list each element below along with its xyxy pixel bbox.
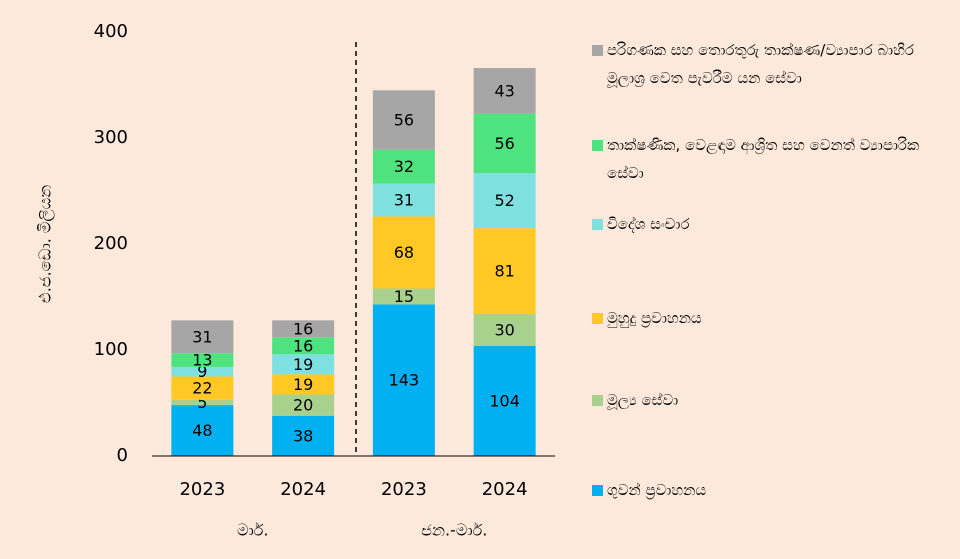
bar-segment: [171, 320, 234, 354]
bar-segment: [372, 304, 435, 456]
legend-label: පරිගණක සහ තොරතුරු තාක්ෂණ/ව්‍යාපාර බාහිර …: [607, 41, 914, 87]
y-tick-label: 400: [94, 21, 128, 42]
legend-item: තාක්ෂණික, වෙළඳාම ආශ්‍රිත සහ වෙනත් ව්‍යාප…: [592, 131, 942, 187]
data-label: 143: [389, 371, 420, 390]
legend-item: මූල්‍ය සේවා: [592, 386, 942, 414]
y-tick-label: 300: [94, 127, 128, 148]
bar-segment: [473, 172, 536, 229]
data-label: 19: [293, 375, 313, 394]
data-label: 68: [394, 243, 414, 262]
bar-segment: [473, 345, 536, 456]
data-label: 5: [197, 393, 207, 412]
data-label: 56: [394, 110, 414, 129]
legend-swatch: [592, 313, 603, 324]
y-axis-label: එ.ජ.ඩො. මිලියන: [36, 185, 56, 303]
bar-segment: [272, 320, 335, 338]
data-label: 81: [494, 262, 514, 281]
legend-item: විදේශ සංචාර: [592, 210, 942, 238]
bar-segment: [473, 68, 536, 114]
data-label: 56: [494, 134, 514, 153]
legend-item: ගුවන් ප්‍රවාහනය: [592, 476, 942, 504]
x-tick-label: 2024: [280, 479, 326, 500]
bar-segment: [171, 366, 234, 377]
legend-label: විදේශ සංචාර: [607, 215, 690, 233]
data-label: 20: [293, 396, 313, 415]
legend-label: ගුවන් ප්‍රවාහනය: [607, 481, 707, 499]
legend-item: පරිගණක සහ තොරතුරු තාක්ෂණ/ව්‍යාපාර බාහිර …: [592, 36, 942, 92]
bar-segment: [272, 354, 335, 375]
bar-segment: [272, 394, 335, 416]
data-label: 43: [494, 81, 514, 100]
legend-swatch: [592, 219, 603, 230]
bar-segment: [372, 288, 435, 305]
group-label: මාර්.: [237, 521, 269, 540]
data-label: 48: [192, 421, 212, 440]
legend-swatch: [592, 140, 603, 151]
x-tick-label: 2023: [179, 479, 225, 500]
data-label: 32: [394, 157, 414, 176]
data-label: 13: [192, 351, 212, 370]
data-label: 9: [197, 362, 207, 381]
group-label: ජන.-මාර්.: [421, 521, 487, 540]
data-label: 19: [293, 355, 313, 374]
bar-segment: [272, 415, 335, 456]
data-label: 22: [192, 379, 212, 398]
bar-segment: [473, 113, 536, 173]
legend-label: මූල්‍ය සේවා: [607, 391, 679, 409]
data-label: 16: [293, 319, 313, 338]
legend-swatch: [592, 45, 603, 56]
bar-segment: [372, 149, 435, 184]
data-label: 52: [494, 191, 514, 210]
x-tick-label: 2023: [381, 479, 427, 500]
bar-segment: [372, 183, 435, 217]
data-label: 16: [293, 336, 313, 355]
legend-item: මුහුදු ප්‍රවාහනය: [592, 304, 942, 332]
bar-segment: [372, 216, 435, 289]
bar-segment: [171, 399, 234, 406]
bar-segment: [171, 353, 234, 367]
legend-swatch: [592, 395, 603, 406]
y-tick-label: 100: [94, 339, 128, 360]
data-label: 30: [494, 320, 514, 339]
data-label: 31: [192, 327, 212, 346]
bar-segment: [372, 90, 435, 150]
bar-segment: [473, 228, 536, 314]
bar-segment: [272, 337, 335, 355]
data-label: 104: [489, 391, 520, 410]
data-label: 31: [394, 191, 414, 210]
data-label: 15: [394, 287, 414, 306]
legend-swatch: [592, 485, 603, 496]
x-tick-label: 2024: [482, 479, 528, 500]
legend-label: තාක්ෂණික, වෙළඳාම ආශ්‍රිත සහ වෙනත් ව්‍යාප…: [607, 136, 920, 182]
bar-segment: [473, 313, 536, 346]
y-tick-label: 0: [117, 445, 128, 466]
legend-label: මුහුදු ප්‍රවාහනය: [607, 309, 702, 327]
bar-segment: [171, 405, 234, 456]
y-tick-label: 200: [94, 233, 128, 254]
bar-segment: [171, 376, 234, 400]
bar-segment: [272, 374, 335, 395]
data-label: 38: [293, 426, 313, 445]
